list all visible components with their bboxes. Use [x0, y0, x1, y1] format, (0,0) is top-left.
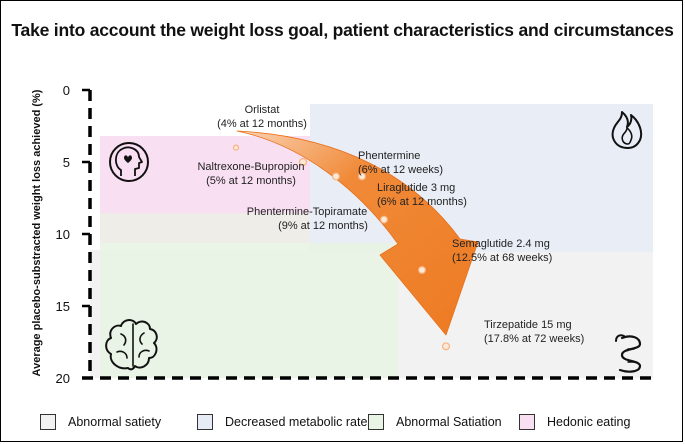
label-liraglutide-detail: (6% at 12 months)	[377, 196, 467, 208]
label-phen-topiramate-detail: (9% at 12 months)	[278, 220, 368, 232]
head-heart-icon	[109, 142, 149, 182]
point-phentermine	[332, 172, 341, 181]
legend-item-abnormal-satiety: Abnormal satiety	[40, 414, 161, 430]
legend-item-hedonic-eating: Hedonic eating	[519, 414, 630, 430]
legend: Abnormal satiety Decreased metabolic rat…	[0, 414, 685, 438]
legend-label-decreased-metabolic-rate: Decreased metabolic rate	[225, 415, 368, 429]
label-tirzepatide-detail: (17.8% at 72 weeks)	[484, 333, 584, 345]
y-tick-label-2: 10	[56, 227, 70, 242]
point-liraglutide	[358, 172, 367, 181]
legend-swatch-abnormal-satiety	[40, 414, 56, 430]
label-tirzepatide-name: Tirzepatide 15 mg	[484, 319, 572, 331]
figure-title: Take into account the weight loss goal, …	[11, 20, 674, 40]
legend-label-abnormal-satiation: Abnormal Satiation	[396, 415, 502, 429]
y-tick-label-1: 5	[63, 155, 70, 170]
region-overlap-mid	[100, 213, 310, 243]
label-naltrexone-name: Naltrexone-Bupropion	[197, 161, 304, 173]
label-phentermine-detail: (6% at 12 weeks)	[358, 164, 443, 176]
legend-label-hedonic-eating: Hedonic eating	[547, 415, 631, 429]
label-liraglutide-name: Liraglutide 3 mg	[377, 182, 455, 194]
legend-swatch-hedonic-eating	[519, 414, 535, 430]
point-phentermine-topiramate	[380, 215, 389, 224]
legend-swatch-decreased-metabolic-rate	[197, 414, 213, 430]
y-ticks: 0 5 10 15 20	[56, 83, 90, 386]
label-naltrexone-detail: (5% at 12 months)	[206, 175, 296, 187]
y-tick-label-3: 15	[56, 299, 70, 314]
legend-item-abnormal-satiation: Abnormal Satiation	[368, 414, 502, 430]
y-tick-label-4: 20	[56, 371, 70, 386]
legend-item-decreased-metabolic-rate: Decreased metabolic rate	[197, 414, 367, 430]
trend-arrow	[236, 130, 479, 336]
flame-icon	[611, 111, 643, 149]
label-phen-topiramate-name: Phentermine-Topiramate	[247, 206, 367, 218]
label-semaglutide-name: Semaglutide 2.4 mg	[452, 238, 550, 250]
intestine-icon	[615, 334, 642, 373]
legend-label-abnormal-satiety: Abnormal satiety	[68, 415, 162, 429]
label-orlistat-detail: (4% at 12 months)	[217, 118, 307, 130]
data-points	[232, 144, 451, 351]
point-orlistat	[232, 144, 240, 151]
brain-icon	[105, 319, 158, 371]
label-orlistat-name: Orlistat	[245, 104, 280, 116]
legend-swatch-abnormal-satiation	[368, 414, 384, 430]
y-tick-label-0: 0	[63, 83, 70, 98]
point-labels: Orlistat (4% at 12 months) Naltrexone-Bu…	[197, 104, 584, 345]
y-axis-label: Average placebo-substracted weight loss …	[31, 89, 43, 376]
label-semaglutide-detail: (12.5% at 68 weeks)	[452, 252, 552, 264]
point-semaglutide	[418, 266, 427, 275]
point-naltrexone-bupropion	[299, 158, 308, 167]
point-tirzepatide	[442, 342, 451, 351]
region-abnormal-satiation	[100, 243, 398, 378]
label-phentermine-name: Phentermine	[358, 150, 420, 162]
